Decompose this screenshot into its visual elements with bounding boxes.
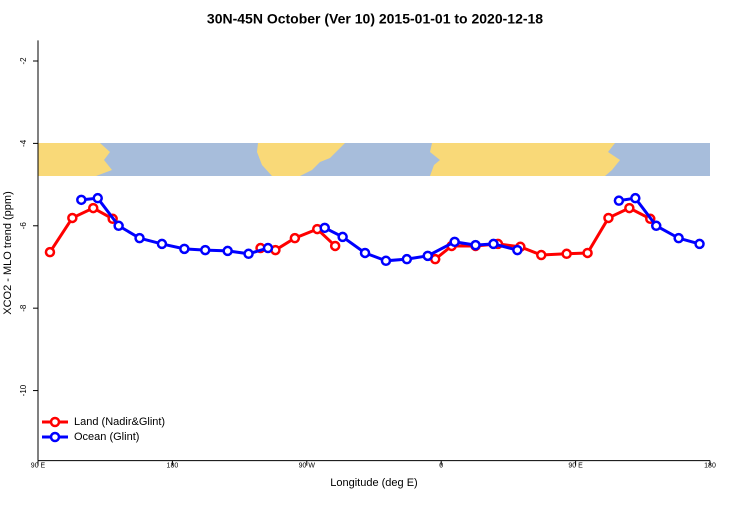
asia-land	[38, 143, 112, 176]
y-axis-label: XCO2 - MLO trend (ppm)	[2, 191, 14, 314]
y-tick-label: -6	[19, 222, 28, 230]
america-land	[257, 143, 345, 176]
point	[262, 242, 274, 254]
point	[76, 194, 87, 206]
point	[329, 240, 341, 252]
legend-label: Ocean (Glint)	[74, 431, 139, 443]
series-line	[81, 196, 700, 263]
y-tick-label: -4	[19, 139, 28, 147]
point	[470, 239, 481, 251]
point	[88, 202, 99, 214]
y-tick-label: -10	[19, 384, 28, 396]
point	[243, 248, 254, 260]
point	[650, 220, 662, 232]
eurasia-land	[430, 143, 620, 176]
point	[422, 250, 434, 262]
legend-marker	[49, 431, 61, 443]
point	[512, 244, 523, 256]
point	[488, 238, 499, 250]
x-tick-label: 90 W	[299, 462, 316, 469]
x-tick-label: 180	[704, 462, 716, 469]
point	[113, 220, 124, 232]
point	[603, 212, 614, 224]
point	[67, 212, 78, 224]
point	[179, 243, 190, 255]
point	[222, 245, 233, 257]
point	[200, 244, 211, 256]
point	[289, 232, 301, 244]
chart-title: 30N-45N October (Ver 10) 2015-01-01 to 2…	[207, 11, 543, 27]
point	[337, 231, 348, 243]
point	[319, 222, 330, 234]
x-tick-label: 0	[439, 462, 443, 469]
point	[624, 202, 635, 214]
point	[694, 238, 705, 250]
point	[134, 232, 145, 244]
point	[380, 255, 392, 267]
x-tick-label: 180	[167, 462, 179, 469]
point	[582, 247, 593, 259]
point	[44, 246, 56, 258]
y-tick-label: -2	[19, 57, 28, 65]
point	[613, 195, 625, 206]
point	[630, 192, 641, 204]
x-tick-label: 90 E	[568, 462, 583, 469]
x-tick-label: 90 E	[31, 462, 46, 469]
point	[156, 238, 168, 250]
legend-marker	[49, 416, 61, 428]
y-tick-label: -8	[19, 304, 28, 312]
point	[92, 192, 103, 204]
point	[401, 253, 413, 265]
point	[359, 247, 371, 259]
map-strip	[38, 143, 710, 176]
x-axis-label: Longitude (deg E)	[330, 477, 417, 489]
point	[673, 232, 684, 244]
point	[561, 248, 572, 260]
point	[536, 249, 547, 261]
point	[449, 236, 460, 248]
legend-label: Land (Nadir&Glint)	[74, 416, 165, 428]
